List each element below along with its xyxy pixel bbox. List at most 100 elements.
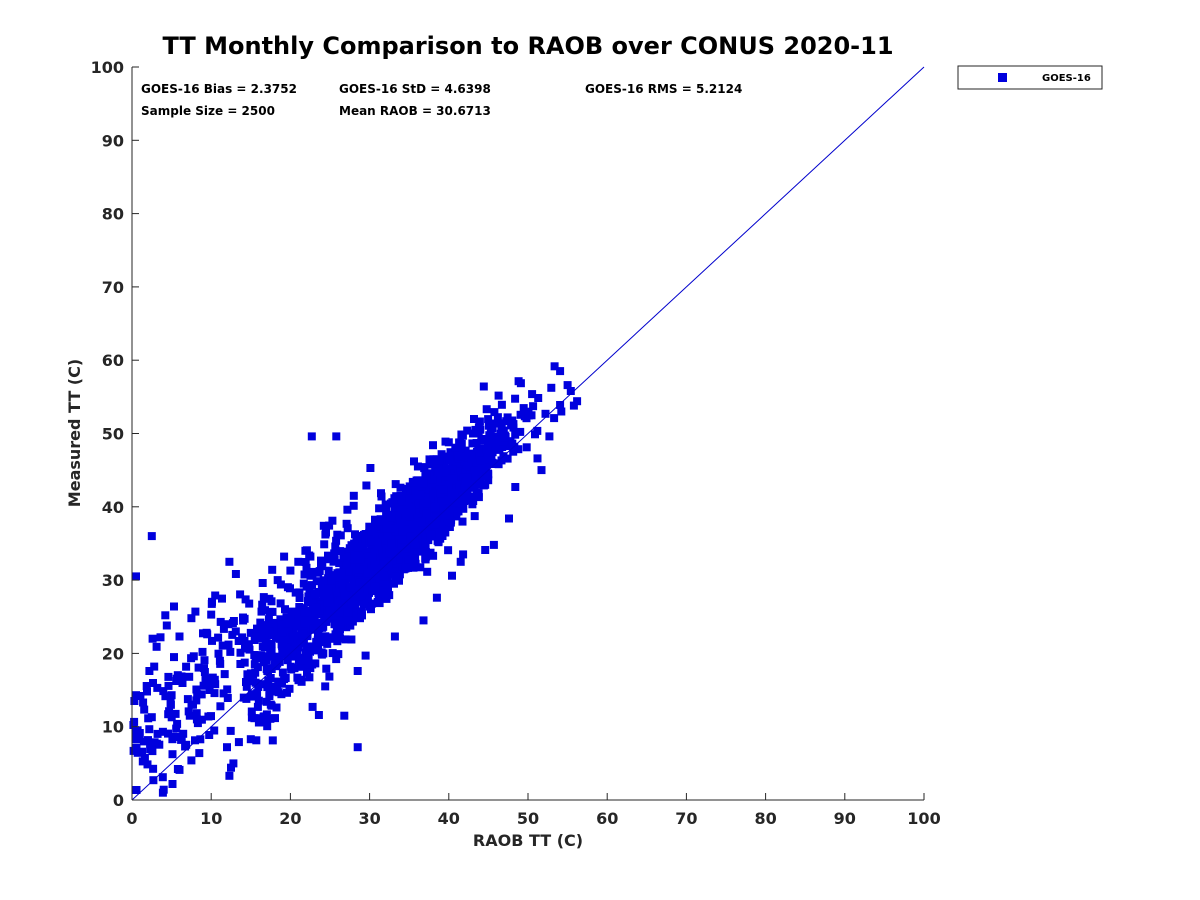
data-point bbox=[218, 641, 227, 650]
data-point bbox=[273, 683, 282, 692]
data-point bbox=[308, 571, 317, 580]
data-point bbox=[231, 570, 240, 578]
data-point bbox=[439, 512, 448, 521]
data-point bbox=[306, 552, 315, 561]
data-point bbox=[187, 654, 196, 663]
data-point bbox=[132, 691, 140, 700]
data-point bbox=[403, 525, 412, 534]
data-point bbox=[214, 649, 223, 658]
data-point bbox=[410, 457, 418, 466]
data-point bbox=[497, 419, 506, 428]
data-point bbox=[275, 657, 284, 666]
data-point bbox=[262, 697, 271, 706]
data-point bbox=[370, 587, 379, 596]
data-point bbox=[426, 480, 435, 489]
data-point bbox=[306, 647, 314, 656]
y-tick-label: 60 bbox=[102, 351, 124, 370]
data-point bbox=[182, 662, 191, 671]
data-point bbox=[505, 514, 513, 523]
data-point bbox=[537, 466, 546, 475]
data-point bbox=[274, 677, 283, 686]
data-point bbox=[488, 458, 497, 467]
data-point bbox=[275, 634, 284, 643]
legend-marker-square bbox=[998, 73, 1007, 82]
data-point bbox=[458, 517, 467, 526]
data-point bbox=[376, 522, 385, 531]
data-point bbox=[265, 690, 274, 699]
data-point bbox=[266, 645, 275, 654]
data-point bbox=[247, 707, 256, 716]
data-point bbox=[516, 427, 525, 436]
data-point bbox=[447, 489, 456, 498]
data-point bbox=[309, 621, 318, 629]
data-point bbox=[456, 557, 465, 566]
data-point bbox=[334, 588, 343, 597]
data-point bbox=[216, 617, 225, 626]
data-point bbox=[139, 698, 148, 707]
data-point bbox=[205, 731, 214, 739]
data-point bbox=[490, 419, 498, 428]
data-point bbox=[429, 455, 438, 464]
data-point bbox=[356, 550, 365, 559]
data-point bbox=[226, 726, 235, 735]
data-point bbox=[292, 642, 301, 651]
data-point bbox=[416, 534, 425, 543]
data-point bbox=[417, 526, 426, 535]
data-point bbox=[432, 593, 441, 602]
data-point bbox=[411, 540, 420, 549]
data-point bbox=[458, 491, 467, 500]
x-tick-label: 30 bbox=[358, 809, 380, 828]
x-tick-label: 0 bbox=[126, 809, 137, 828]
one-to-one-reference-line bbox=[131, 66, 925, 801]
data-point bbox=[421, 531, 430, 540]
data-point bbox=[414, 507, 423, 516]
data-point bbox=[271, 714, 279, 723]
data-point bbox=[460, 457, 469, 466]
data-point bbox=[437, 450, 446, 459]
legend-entry-goes16: GOES-16 bbox=[1042, 73, 1091, 84]
data-point bbox=[390, 579, 398, 588]
data-point bbox=[491, 443, 500, 452]
data-point bbox=[290, 664, 299, 673]
data-point bbox=[262, 621, 270, 630]
data-point bbox=[253, 702, 262, 711]
data-point bbox=[185, 711, 194, 720]
data-point bbox=[479, 382, 488, 391]
data-point bbox=[432, 462, 440, 471]
data-point bbox=[373, 517, 382, 526]
data-point bbox=[384, 561, 393, 570]
data-point bbox=[227, 763, 235, 772]
data-point bbox=[274, 653, 282, 662]
data-point bbox=[455, 500, 464, 509]
data-point bbox=[474, 423, 483, 432]
data-point bbox=[216, 702, 225, 711]
chart-title: TT Monthly Comparison to RAOB over CONUS… bbox=[162, 32, 893, 60]
data-point bbox=[417, 547, 426, 556]
data-point bbox=[287, 607, 296, 616]
data-point bbox=[325, 521, 334, 530]
data-point bbox=[404, 563, 412, 572]
data-point bbox=[328, 516, 337, 525]
data-point bbox=[368, 553, 377, 561]
data-point bbox=[331, 542, 340, 551]
x-tick-label: 40 bbox=[438, 809, 460, 828]
data-point bbox=[283, 656, 292, 665]
data-point bbox=[247, 690, 256, 699]
data-point bbox=[284, 646, 293, 655]
data-point bbox=[156, 633, 165, 642]
data-point bbox=[556, 401, 565, 409]
y-axis-label: Measured TT (C) bbox=[65, 359, 84, 507]
data-point bbox=[264, 615, 273, 624]
data-point bbox=[359, 565, 368, 574]
data-point bbox=[367, 527, 376, 536]
data-point bbox=[509, 447, 518, 456]
data-point bbox=[503, 454, 512, 463]
data-point bbox=[170, 653, 178, 662]
data-point bbox=[324, 566, 333, 575]
data-point bbox=[499, 437, 508, 446]
data-point bbox=[457, 452, 465, 461]
data-point bbox=[276, 599, 285, 608]
data-point bbox=[398, 527, 407, 536]
data-point bbox=[333, 530, 342, 539]
data-point bbox=[476, 464, 485, 473]
